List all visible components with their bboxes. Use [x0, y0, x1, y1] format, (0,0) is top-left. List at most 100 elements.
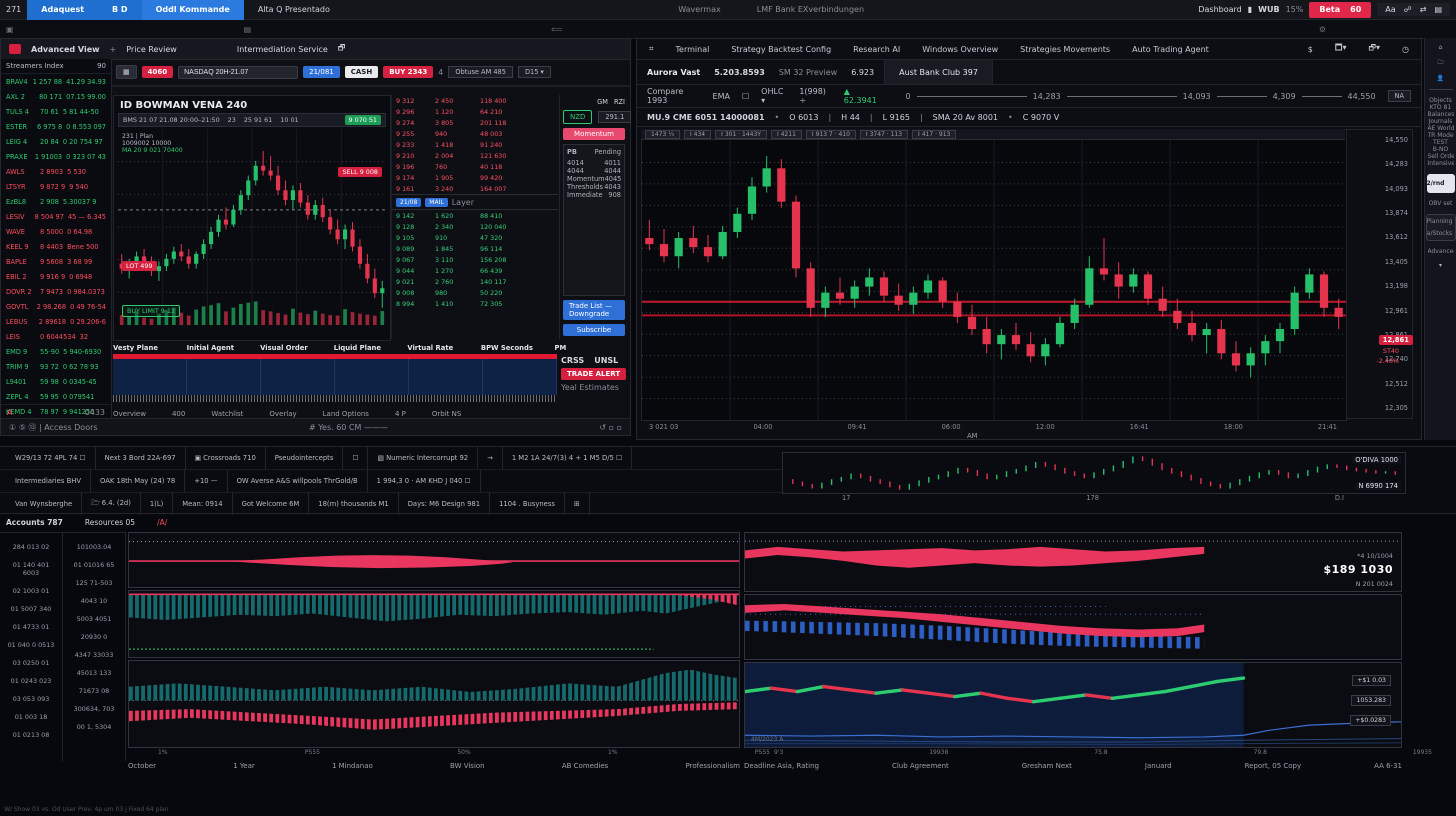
panel-icon[interactable]: 🗗▾: [1368, 43, 1381, 52]
status-segment[interactable]: Next 3 Bord 22A-697: [96, 447, 186, 469]
indicator-panel-right-1[interactable]: *4 10/1004 $189 1030 N 201 0024: [744, 532, 1402, 592]
sidebar-item[interactable]: KTO 81: [1429, 104, 1452, 111]
layer-label[interactable]: Layer: [451, 197, 475, 207]
refresh-icon[interactable]: ☍: [1403, 5, 1412, 14]
bottom-label[interactable]: Januard: [1144, 762, 1172, 770]
session-box[interactable]: 1473 ⅓: [645, 129, 680, 139]
column-header[interactable]: PM: [554, 343, 567, 352]
resources-label[interactable]: Resources 05: [84, 517, 136, 527]
sidebar-item[interactable]: Journals: [1428, 118, 1453, 125]
indicator-panel-left-1[interactable]: [128, 532, 740, 588]
ohlc-select[interactable]: OHLC ▾: [761, 87, 784, 105]
pending-row[interactable]: Momentum 4045: [567, 175, 622, 183]
grid-icon[interactable]: ▤: [1434, 5, 1443, 14]
watchlist-row[interactable]: GOVTL 2 98.268 0 49 76-54: [6, 302, 106, 311]
clock-icon[interactable]: ◷: [1402, 44, 1409, 54]
back-arrow-icon[interactable]: ⟸: [551, 24, 563, 34]
watchlist-row[interactable]: ZEPL 4 59 95 0 079541: [6, 392, 95, 401]
rzi-label[interactable]: RZI: [613, 98, 625, 106]
main-chart-plot[interactable]: [641, 129, 1347, 421]
status-segment[interactable]: 18(m) thousands M1: [309, 493, 399, 515]
external-link-icon[interactable]: 🗗: [337, 43, 346, 52]
ratio-select[interactable]: 1(998) ÷: [799, 87, 826, 105]
font-icon[interactable]: Aa: [1385, 5, 1396, 14]
bottom-label[interactable]: Deadline Asia, Rating: [744, 762, 819, 770]
momentum-button[interactable]: Momentum: [563, 128, 625, 140]
bid-row[interactable]: 9 142 1 620 88 410: [396, 211, 503, 220]
watchlist-row[interactable]: LEIS 0 6044534 32: [6, 332, 89, 341]
taskbar-tab[interactable]: B D: [98, 0, 142, 20]
account-value[interactable]: 00 1, 5304: [76, 723, 112, 731]
sidebar-item[interactable]: Objects: [1429, 97, 1452, 104]
column-header[interactable]: Initial Agent: [186, 343, 234, 352]
pending-row[interactable]: Thresholds 4043: [567, 183, 621, 191]
menu-strategies[interactable]: Strategies Movements: [1020, 44, 1111, 54]
buy-button[interactable]: BUY 2343: [383, 66, 434, 78]
account-value[interactable]: 101003.04: [76, 543, 112, 551]
watchlist-row[interactable]: AXL 2 80 171 07.15 99.00: [6, 92, 106, 101]
selected-mode-button[interactable]: 2/rnd: [1426, 174, 1455, 193]
watchlist-row[interactable]: LEIG 4 20 84 0 20 754 97: [6, 137, 103, 146]
status-segment[interactable]: Got Welcome 6M: [233, 493, 310, 515]
cash-button[interactable]: CASH: [344, 66, 379, 78]
pending-row[interactable]: Immediate 908: [567, 191, 621, 199]
bottom-label[interactable]: October: [128, 762, 157, 770]
bottom-label[interactable]: Club Agreement: [891, 762, 949, 770]
taskbar-center-item[interactable]: Wavermax: [678, 5, 721, 14]
status-segment[interactable]: 1104 . Busyness: [490, 493, 565, 515]
status-segment[interactable]: W29/13 72 4PL 74 ☐: [6, 447, 96, 469]
mail-button[interactable]: MAIL: [425, 197, 448, 207]
window-tab[interactable]: 4 P: [394, 409, 406, 418]
session-box[interactable]: I 417 · 913: [912, 129, 957, 139]
watchlist-row[interactable]: KEMD 4 78 97 9 941250: [6, 407, 95, 416]
indicator-panel-right-3[interactable]: +$1 0.03 1053.283 +$0.0283 4M/2023 A: [744, 662, 1402, 748]
checkbox-icon[interactable]: ☐: [741, 91, 750, 101]
bottom-label[interactable]: AB Comedies: [561, 762, 609, 770]
ask-row[interactable]: 9 312 2 450 118 400: [396, 96, 507, 105]
sell-chip[interactable]: SELL 9 008: [338, 167, 382, 177]
menu-backtest[interactable]: Strategy Backtest Config: [731, 44, 832, 54]
accounts-label[interactable]: Accounts 787: [6, 517, 63, 527]
taskbar-center-item[interactable]: LMF Bank EXverbindungen: [756, 5, 865, 14]
account-value[interactable]: 71673 08: [78, 687, 110, 695]
menu-auto-trading[interactable]: Auto Trading Agent: [1132, 44, 1209, 54]
column-header[interactable]: BPW Seconds: [480, 343, 533, 352]
taskbar-tab[interactable]: Oddl Kommande: [141, 0, 244, 20]
column-header[interactable]: Liquid Plane: [333, 343, 382, 352]
positions-depth-strip[interactable]: [113, 359, 557, 395]
watchlist-row[interactable]: LESIV 8 504 97 45 — 6.345: [6, 212, 106, 221]
status-segment[interactable]: 1 M2 1A 24/7(3) 4 + 1 M5 D/5 ☐: [503, 447, 633, 469]
account-value[interactable]: 02 1003 01: [12, 587, 50, 595]
sidebar-item[interactable]: Balances: [1427, 111, 1454, 118]
price-axis[interactable]: 14,550 14,283 14,093 13,874 13,612 13,405 13,1…: [1347, 129, 1413, 419]
status-segment[interactable]: Mean: 0914: [173, 493, 233, 515]
bottom-label[interactable]: BW Vision: [450, 762, 485, 770]
group-item[interactable]: a/Stocks: [1426, 230, 1453, 237]
bottom-label[interactable]: 1 Mindanao: [331, 762, 373, 770]
layout-select-icon[interactable]: 🗖▾: [1334, 43, 1347, 52]
ema-toggle[interactable]: EMA: [712, 91, 730, 101]
beta-button[interactable]: Beta 60: [1309, 1, 1372, 18]
column-header[interactable]: Vesty Plane: [113, 343, 158, 352]
compare-button[interactable]: Compare 1993: [647, 87, 684, 105]
buy-limit-chip[interactable]: BUY LIMIT 9 12: [122, 305, 181, 317]
watchlist-row[interactable]: BRAV4 1 257 88 41.29 34.93: [6, 77, 106, 86]
sidebar-item[interactable]: TR Mode: [1427, 132, 1454, 139]
time-axis[interactable]: 3 021 03 04:00 09:41 06:00 12:00 16:41 18:00 21…: [641, 420, 1345, 432]
account-value[interactable]: 01 003 18: [14, 713, 48, 721]
pending-row[interactable]: 4014 4011: [567, 159, 621, 167]
chevron-down-icon[interactable]: ▾: [1438, 262, 1442, 269]
session-box[interactable]: I 4211: [770, 129, 802, 139]
bid-row[interactable]: 9 089 1 845 96 114: [396, 244, 503, 253]
user-icon[interactable]: 👤: [1436, 75, 1445, 82]
ask-row[interactable]: 9 255 940 48 003: [396, 129, 503, 138]
account-value[interactable]: 5003 4051: [76, 615, 112, 623]
gm-label[interactable]: GM: [597, 98, 608, 106]
small-square-icon[interactable]: ▣: [6, 24, 14, 34]
watchlist-row[interactable]: EMD 9 55-90 5 940-6930: [6, 347, 102, 356]
watchlist-row[interactable]: PRAXE 1 91003 0 323 07 43: [6, 152, 106, 161]
status-segment[interactable]: Intermediaries BHV: [6, 470, 91, 492]
ask-row[interactable]: 9 296 1 120 64 210: [396, 107, 503, 116]
status-segment[interactable]: ▣ Crossroads 710: [186, 447, 266, 469]
